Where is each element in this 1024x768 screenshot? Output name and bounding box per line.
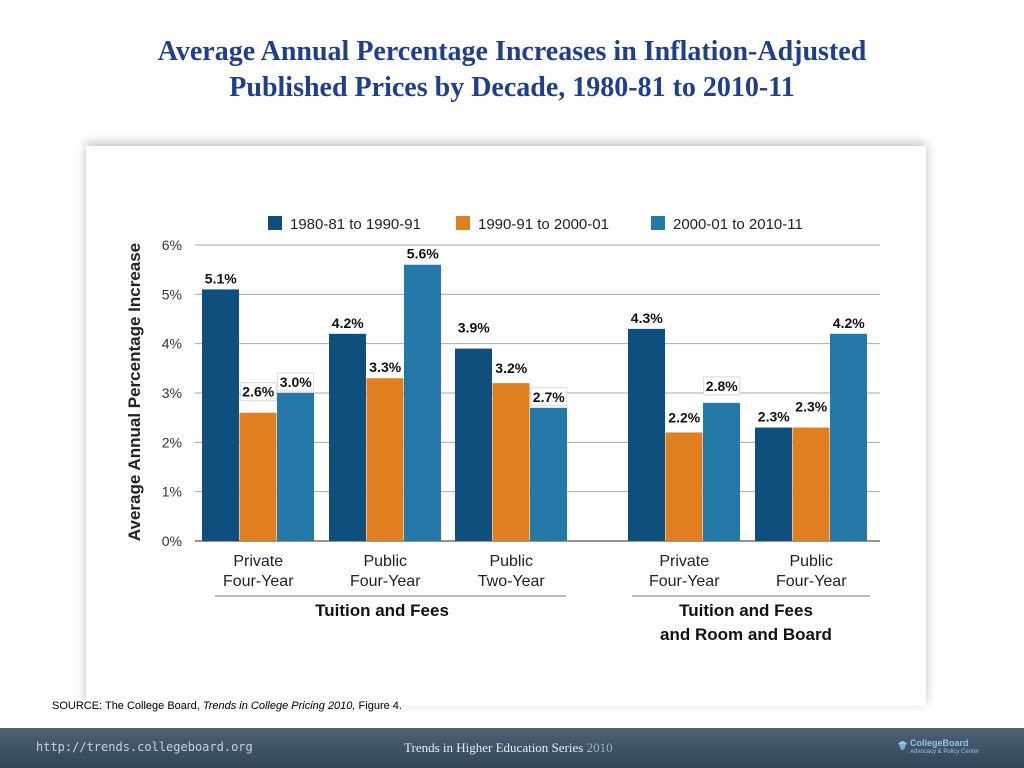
bar (755, 427, 792, 541)
data-label: 3.2% (495, 360, 527, 376)
data-label-box (703, 376, 741, 396)
category-label-line1: Private (233, 553, 283, 570)
category-label-line2: Four-Year (649, 573, 720, 590)
legend-label: 1990-91 to 2000-01 (478, 216, 609, 233)
legend-label: 2000-01 to 2010-11 (673, 216, 803, 233)
collegeboard-logo: CollegeBoard Advocacy & Policy Center (896, 735, 996, 761)
group-label-line1: Tuition and Fees (315, 601, 449, 620)
category-label-line2: Four-Year (350, 573, 421, 590)
bar (492, 383, 530, 541)
bar (830, 333, 867, 541)
footer-series-title: Trends in Higher Education Series 2010 (404, 740, 613, 756)
source-suffix: Figure 4. (355, 700, 402, 712)
category-label-line2: Two-Year (478, 573, 546, 590)
y-tick-label: 0% (162, 533, 182, 549)
bar (277, 393, 314, 541)
group-label-line2: and Room and Board (660, 625, 832, 644)
bar (665, 432, 703, 541)
bar (329, 333, 366, 541)
category-label-line2: Four-Year (223, 573, 294, 590)
legend-swatch (268, 216, 282, 230)
source-publication: Trends in College Pricing 2010, (202, 700, 356, 712)
bar (628, 328, 665, 541)
group-label-line1: Tuition and Fees (679, 601, 813, 620)
legend-swatch (651, 216, 665, 230)
category-label-line1: Public (789, 553, 833, 570)
bar (202, 289, 239, 541)
category-label-line2: Four-Year (776, 573, 847, 590)
footer-bar: http://trends.collegeboard.org Trends in… (0, 728, 1024, 768)
data-label: 4.2% (332, 315, 364, 331)
bar (455, 348, 492, 541)
logo-subtitle: Advocacy & Policy Center (910, 749, 980, 755)
bar (366, 378, 404, 541)
data-label: 3.9% (458, 320, 490, 336)
data-label: 5.1% (205, 270, 237, 286)
data-label: 2.2% (668, 409, 700, 425)
category-label-line1: Public (489, 553, 533, 570)
footer-url-link[interactable]: http://trends.collegeboard.org (36, 740, 253, 754)
data-label: 4.2% (833, 315, 865, 331)
y-tick-label: 3% (162, 385, 182, 401)
data-label-box (530, 387, 568, 407)
title-line-2: Published Prices by Decade, 1980-81 to 2… (229, 72, 795, 103)
data-label: 2.6% (242, 384, 274, 400)
category-label-line1: Private (659, 553, 709, 570)
data-label: 2.8% (706, 378, 738, 394)
legend-swatch (456, 216, 470, 230)
legend-label: 1980-81 to 1990-91 (290, 216, 421, 233)
y-tick-label: 5% (162, 286, 182, 302)
acorn-icon (898, 741, 907, 750)
bar (239, 412, 277, 541)
logo-name: CollegeBoard (910, 738, 969, 748)
data-label-box (239, 382, 277, 402)
source-note: SOURCE: The College Board, Trends in Col… (52, 700, 402, 712)
category-label-line1: Public (363, 553, 407, 570)
footer-series-year: 2010 (586, 740, 613, 755)
data-label: 2.3% (795, 399, 827, 415)
y-tick-label: 6% (162, 237, 182, 253)
data-label: 3.3% (369, 359, 401, 375)
y-tick-label: 1% (162, 484, 182, 500)
page-title: Average Annual Percentage Increases in I… (0, 34, 1024, 106)
title-line-1: Average Annual Percentage Increases in I… (157, 36, 867, 67)
data-label-box (277, 372, 315, 392)
y-tick-label: 4% (162, 336, 182, 352)
data-label: 2.3% (758, 409, 790, 425)
source-prefix: SOURCE: The College Board, (52, 700, 203, 712)
bar (530, 407, 567, 541)
data-label: 2.7% (533, 389, 565, 405)
data-label: 5.6% (407, 246, 439, 262)
data-label: 3.0% (280, 374, 312, 390)
bar (703, 402, 740, 541)
footer-series-text: Trends in Higher Education Series (404, 740, 587, 755)
bar (792, 427, 830, 541)
y-axis-label: Average Annual Percentage Increase (125, 243, 144, 541)
data-label: 4.3% (631, 310, 663, 326)
y-tick-label: 2% (162, 434, 182, 450)
bar (404, 264, 441, 541)
